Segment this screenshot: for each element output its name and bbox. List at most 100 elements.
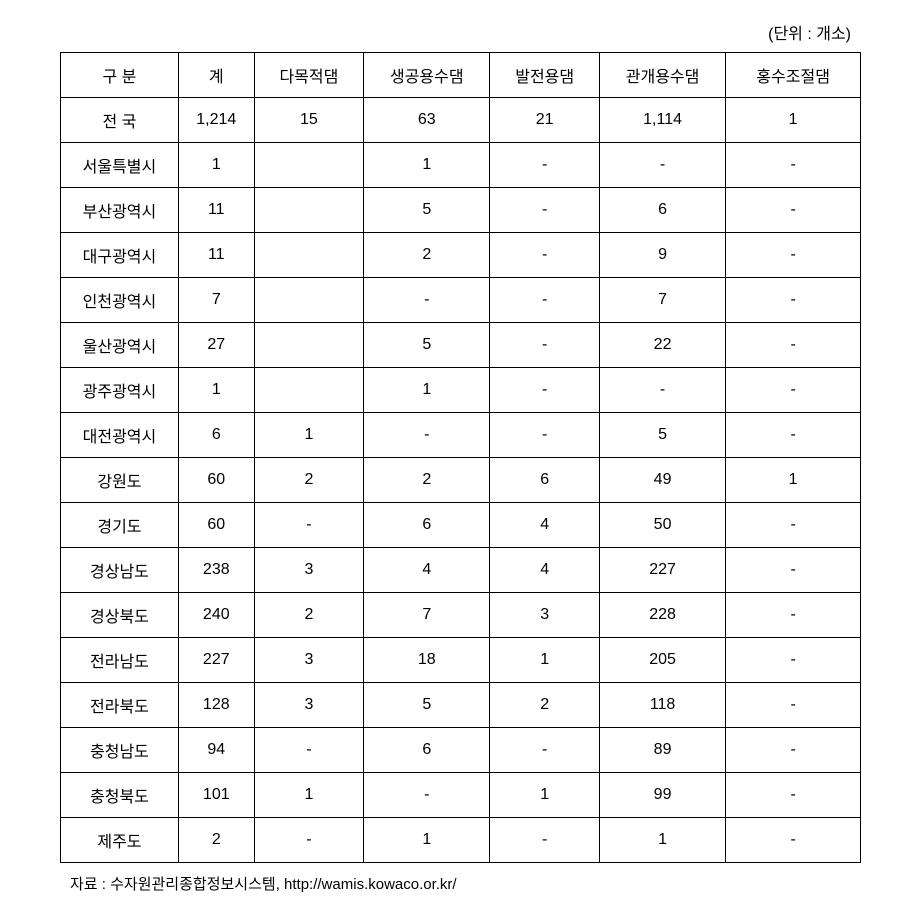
table-cell: 1 bbox=[364, 368, 490, 413]
table-cell: 238 bbox=[178, 548, 254, 593]
table-cell: - bbox=[490, 233, 599, 278]
table-cell: - bbox=[364, 413, 490, 458]
table-cell: 충청북도 bbox=[61, 773, 179, 818]
table-cell: 11 bbox=[178, 188, 254, 233]
col-header-water: 생공용수댐 bbox=[364, 53, 490, 98]
table-cell: 101 bbox=[178, 773, 254, 818]
table-cell: 전라남도 bbox=[61, 638, 179, 683]
table-cell: 3 bbox=[254, 683, 363, 728]
table-cell: 2 bbox=[364, 233, 490, 278]
table-row: 경상남도238344227- bbox=[61, 548, 861, 593]
table-cell: - bbox=[726, 773, 861, 818]
table-cell: 50 bbox=[599, 503, 725, 548]
table-cell: 6 bbox=[178, 413, 254, 458]
table-cell: 7 bbox=[364, 593, 490, 638]
table-cell: - bbox=[490, 323, 599, 368]
col-header-region: 구 분 bbox=[61, 53, 179, 98]
table-cell: 울산광역시 bbox=[61, 323, 179, 368]
table-cell: 제주도 bbox=[61, 818, 179, 863]
table-cell: 21 bbox=[490, 98, 599, 143]
table-row: 충청북도1011-199- bbox=[61, 773, 861, 818]
table-row: 서울특별시11--- bbox=[61, 143, 861, 188]
source-label: 자료 : 수자원관리종합정보시스템, http://wamis.kowaco.o… bbox=[60, 873, 861, 894]
table-cell: - bbox=[599, 143, 725, 188]
table-cell: - bbox=[726, 143, 861, 188]
table-cell: 2 bbox=[254, 458, 363, 503]
table-cell: - bbox=[490, 368, 599, 413]
table-cell: 99 bbox=[599, 773, 725, 818]
table-cell: 1 bbox=[726, 458, 861, 503]
table-cell: 7 bbox=[599, 278, 725, 323]
table-row: 부산광역시115-6- bbox=[61, 188, 861, 233]
table-cell: 22 bbox=[599, 323, 725, 368]
table-cell: - bbox=[726, 728, 861, 773]
table-cell: 1 bbox=[178, 368, 254, 413]
table-row: 광주광역시11--- bbox=[61, 368, 861, 413]
table-cell: 205 bbox=[599, 638, 725, 683]
col-header-total: 계 bbox=[178, 53, 254, 98]
table-cell bbox=[254, 233, 363, 278]
table-row: 대전광역시61--5- bbox=[61, 413, 861, 458]
table-cell: 63 bbox=[364, 98, 490, 143]
table-cell: 1 bbox=[178, 143, 254, 188]
table-cell: 1 bbox=[490, 773, 599, 818]
table-cell: 240 bbox=[178, 593, 254, 638]
table-row: 울산광역시275-22- bbox=[61, 323, 861, 368]
table-cell: 4 bbox=[490, 548, 599, 593]
table-cell: 60 bbox=[178, 458, 254, 503]
table-cell bbox=[254, 143, 363, 188]
table-cell: 1 bbox=[254, 413, 363, 458]
col-header-irrig: 관개용수댐 bbox=[599, 53, 725, 98]
table-cell: 5 bbox=[364, 323, 490, 368]
table-cell: 60 bbox=[178, 503, 254, 548]
table-cell: - bbox=[254, 818, 363, 863]
table-cell: - bbox=[726, 233, 861, 278]
table-cell: - bbox=[726, 368, 861, 413]
table-cell: 6 bbox=[364, 728, 490, 773]
table-cell: 9 bbox=[599, 233, 725, 278]
table-row: 전 국1,2141563211,1141 bbox=[61, 98, 861, 143]
table-cell: 1,114 bbox=[599, 98, 725, 143]
col-header-multi: 다목적댐 bbox=[254, 53, 363, 98]
table-cell: 4 bbox=[490, 503, 599, 548]
table-cell: 경상남도 bbox=[61, 548, 179, 593]
table-cell: - bbox=[726, 188, 861, 233]
table-cell: 5 bbox=[364, 188, 490, 233]
table-cell: 227 bbox=[178, 638, 254, 683]
table-cell: - bbox=[254, 728, 363, 773]
col-header-power: 발전용댐 bbox=[490, 53, 599, 98]
table-cell: 5 bbox=[364, 683, 490, 728]
table-cell: 128 bbox=[178, 683, 254, 728]
table-row: 대구광역시112-9- bbox=[61, 233, 861, 278]
table-cell: - bbox=[490, 143, 599, 188]
table-cell: - bbox=[726, 323, 861, 368]
table-cell: 6 bbox=[599, 188, 725, 233]
table-cell: 광주광역시 bbox=[61, 368, 179, 413]
table-row: 경상북도240273228- bbox=[61, 593, 861, 638]
table-row: 전라북도128352118- bbox=[61, 683, 861, 728]
table-cell: 5 bbox=[599, 413, 725, 458]
table-cell bbox=[254, 323, 363, 368]
table-cell: - bbox=[254, 503, 363, 548]
table-cell: - bbox=[490, 818, 599, 863]
table-cell: - bbox=[490, 278, 599, 323]
table-cell bbox=[254, 368, 363, 413]
table-cell: 6 bbox=[490, 458, 599, 503]
table-cell: - bbox=[726, 638, 861, 683]
table-cell: - bbox=[726, 593, 861, 638]
table-cell: 18 bbox=[364, 638, 490, 683]
table-cell: 대구광역시 bbox=[61, 233, 179, 278]
table-cell: - bbox=[599, 368, 725, 413]
table-cell: 3 bbox=[490, 593, 599, 638]
table-row: 인천광역시7--7- bbox=[61, 278, 861, 323]
col-header-flood: 홍수조절댐 bbox=[726, 53, 861, 98]
table-cell: 1,214 bbox=[178, 98, 254, 143]
table-cell: - bbox=[726, 278, 861, 323]
table-cell: - bbox=[490, 413, 599, 458]
table-cell: 인천광역시 bbox=[61, 278, 179, 323]
table-cell bbox=[254, 278, 363, 323]
table-cell: 89 bbox=[599, 728, 725, 773]
table-cell: 1 bbox=[726, 98, 861, 143]
table-cell: 3 bbox=[254, 638, 363, 683]
table-row: 경기도60-6450- bbox=[61, 503, 861, 548]
